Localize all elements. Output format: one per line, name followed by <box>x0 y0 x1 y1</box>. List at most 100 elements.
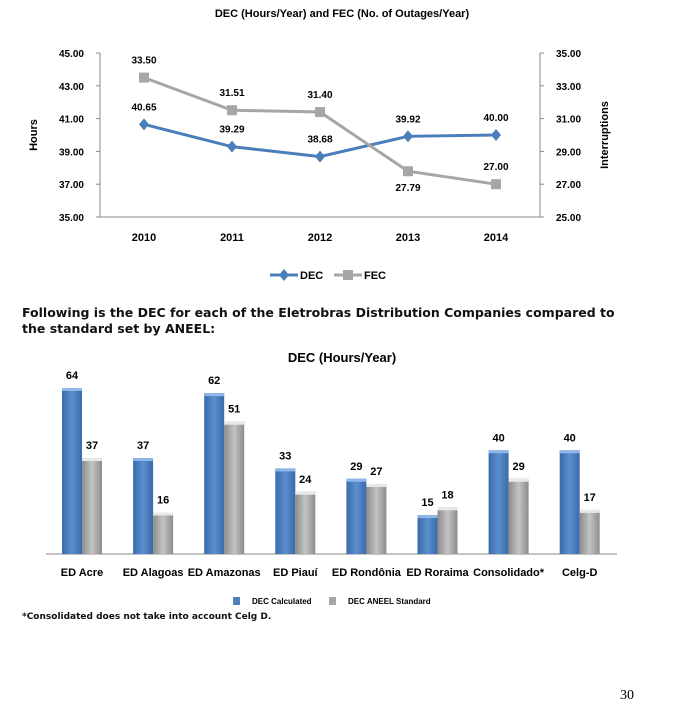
intro-paragraph: Following is the DEC for each of the Ele… <box>22 305 615 336</box>
bar-cap <box>437 507 458 511</box>
x-tick-label: ED Roraima <box>406 567 469 579</box>
bar-value-label: 40 <box>564 432 576 444</box>
bar-dec-calculated <box>204 393 225 554</box>
y2-tick-label: 27.00 <box>556 180 581 191</box>
data-point-dec <box>491 129 501 141</box>
bar-value-label: 27 <box>370 466 382 478</box>
data-point-fec <box>491 179 501 190</box>
x-tick-label: ED Acre <box>61 567 103 579</box>
bar-cap <box>204 393 225 397</box>
bar-dec-calculated <box>62 388 82 554</box>
bar-cap <box>366 483 387 487</box>
bar-dec-calculated <box>346 478 367 554</box>
y-tick-label: 39.00 <box>59 147 84 158</box>
bar-dec-calculated <box>559 450 580 554</box>
bar-value-label: 51 <box>228 404 240 416</box>
legend-dec-label: DEC <box>300 270 323 282</box>
x-tick-label: Consolidado* <box>473 567 545 579</box>
x-tick-label: 2011 <box>220 232 244 244</box>
x-tick-label: Celg-D <box>562 567 598 579</box>
data-label-dec: 40.65 <box>131 102 156 113</box>
legend-fec-label: FEC <box>364 270 386 282</box>
bar-cap <box>417 515 438 519</box>
legend-dec-marker <box>279 269 289 281</box>
data-point-dec <box>139 118 149 131</box>
x-tick-label: 2014 <box>484 232 509 244</box>
footnote: *Consolidated does not take into account… <box>22 612 272 622</box>
bar-dec-aneel-standard <box>224 421 245 554</box>
bar-cap <box>133 458 154 462</box>
y-tick-label: 35.00 <box>59 213 84 224</box>
bar-cap <box>488 450 509 454</box>
bar-cap <box>275 468 296 472</box>
data-point-fec <box>403 166 413 177</box>
x-tick-label: 2012 <box>308 232 332 244</box>
page-number: 30 <box>620 688 634 703</box>
bar-value-label: 33 <box>279 450 291 462</box>
data-label-fec: 31.51 <box>219 88 244 99</box>
bar-dec-aneel-standard <box>508 478 529 554</box>
legend-dec-aneel-label: DEC ANEEL Standard <box>348 597 431 606</box>
x-tick-label: ED Amazonas <box>188 567 261 579</box>
y2-axis-label: Interruptions <box>599 101 611 169</box>
x-tick-label: ED Alagoas <box>123 567 184 579</box>
data-label-fec: 33.50 <box>131 56 156 67</box>
y2-tick-label: 33.00 <box>556 82 581 93</box>
x-tick-label: 2013 <box>396 232 420 244</box>
bar-dec-aneel-standard <box>366 483 387 554</box>
bar-dec-calculated <box>133 458 154 554</box>
data-label-fec: 27.79 <box>395 183 420 194</box>
bar-dec-calculated <box>275 468 296 554</box>
bar-cap <box>559 450 580 454</box>
data-point-fec <box>227 105 237 116</box>
bar-dec-aneel-standard <box>579 509 600 554</box>
y2-tick-label: 29.00 <box>556 147 581 158</box>
y2-tick-label: 35.00 <box>556 49 581 60</box>
bar-cap <box>579 509 600 513</box>
bar-value-label: 24 <box>299 474 312 486</box>
legend-dec-calculated-label: DEC Calculated <box>252 597 312 606</box>
y-axis-label: Hours <box>28 119 40 151</box>
legend-dec-aneel-swatch <box>329 597 336 605</box>
bar-dec-aneel-standard <box>82 458 102 554</box>
bar-dec-calculated <box>417 515 438 554</box>
bar-value-label: 16 <box>157 495 169 507</box>
bar-cap <box>82 458 102 462</box>
bar-value-label: 40 <box>492 432 504 444</box>
bar-value-label: 62 <box>208 375 220 387</box>
dec-fec-line-chart: DEC (Hours/Year) and FEC (No. of Outages… <box>28 8 611 282</box>
legend-dec-calculated-swatch <box>233 597 240 605</box>
data-point-fec <box>139 72 149 83</box>
bar-value-label: 37 <box>137 440 149 452</box>
bar-dec-calculated <box>488 450 509 554</box>
data-label-dec: 40.00 <box>483 113 508 124</box>
bar-dec-aneel-standard <box>295 491 316 554</box>
y-tick-label: 43.00 <box>59 82 84 93</box>
bar-dec-aneel-standard <box>437 507 458 554</box>
data-label-fec: 27.00 <box>483 162 508 173</box>
y2-tick-label: 31.00 <box>556 115 581 126</box>
bar-cap <box>346 478 367 482</box>
bar-value-label: 17 <box>584 492 596 504</box>
bar-cap <box>224 421 245 425</box>
data-point-dec <box>227 140 237 153</box>
y-tick-label: 45.00 <box>59 49 84 60</box>
data-label-fec: 31.40 <box>307 90 332 101</box>
bar-value-label: 18 <box>441 489 453 501</box>
data-label-dec: 39.92 <box>395 114 420 125</box>
y2-tick-label: 25.00 <box>556 213 581 224</box>
bar-value-label: 64 <box>66 370 79 382</box>
x-tick-label: ED Piauí <box>273 567 319 579</box>
x-tick-label: ED Rondônia <box>332 567 402 579</box>
chart-title: DEC (Hours/Year) and FEC (No. of Outages… <box>215 8 470 20</box>
bar-value-label: 37 <box>86 440 98 452</box>
bar-cap <box>62 388 82 391</box>
data-label-dec: 38.68 <box>307 135 332 146</box>
bar-value-label: 29 <box>350 461 362 473</box>
data-point-dec <box>403 130 413 143</box>
bar-value-label: 29 <box>512 461 524 473</box>
bar-cap <box>295 491 316 495</box>
legend-fec-marker <box>343 270 353 280</box>
data-point-dec <box>315 150 325 163</box>
